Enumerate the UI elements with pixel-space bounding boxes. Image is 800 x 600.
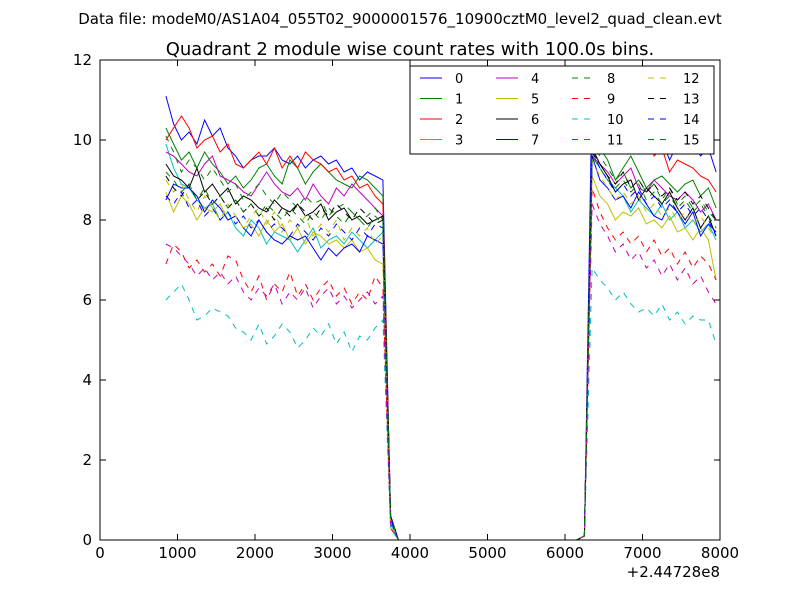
legend-label-15: 15 [683, 134, 700, 149]
x-offset-label: +2.44728e8 [627, 563, 720, 581]
legend-label-12: 12 [683, 72, 700, 87]
x-tick-label: 4000 [391, 544, 429, 562]
legend-label-6: 6 [531, 113, 539, 128]
x-tick-label: 2000 [236, 544, 274, 562]
series-line-13 [165, 150, 717, 541]
series-line-5 [165, 175, 717, 541]
legend-label-7: 7 [531, 134, 539, 149]
series-line-11 [165, 203, 717, 541]
legend-label-2: 2 [455, 113, 463, 128]
x-tick-label: 8000 [701, 544, 739, 562]
chart-title: Quadrant 2 module wise count rates with … [166, 39, 655, 60]
legend-label-9: 9 [607, 93, 615, 108]
y-tick-label: 6 [82, 291, 92, 309]
series-line-14 [165, 151, 717, 541]
series-line-15 [165, 154, 717, 541]
x-tick-label: 0 [95, 544, 105, 562]
y-tick-label: 10 [73, 131, 92, 149]
y-tick-label: 2 [82, 451, 92, 469]
legend-label-14: 14 [683, 113, 700, 128]
series-line-9 [165, 187, 717, 541]
y-tick-label: 8 [82, 211, 92, 229]
series-line-10 [165, 266, 717, 541]
legend-label-5: 5 [531, 93, 539, 108]
x-tick-label: 6000 [546, 544, 584, 562]
legend-label-11: 11 [607, 134, 624, 149]
legend-label-13: 13 [683, 93, 700, 108]
legend-label-10: 10 [607, 113, 624, 128]
x-tick-label: 1000 [158, 544, 196, 562]
legend-label-0: 0 [455, 72, 463, 87]
y-tick-label: 12 [73, 51, 92, 69]
y-tick-label: 4 [82, 371, 92, 389]
y-tick-label: 0 [82, 531, 92, 549]
x-tick-label: 3000 [313, 544, 351, 562]
series-line-8 [165, 135, 717, 541]
axis-layer: 0 1000 2000 3000 4000 5000 6000 7000 80000246810… [73, 51, 739, 562]
series-line-12 [165, 159, 717, 541]
series-line-4 [165, 151, 717, 541]
legend-label-3: 3 [455, 134, 463, 149]
legend-label-8: 8 [607, 72, 615, 87]
legend-label-4: 4 [531, 72, 539, 87]
x-tick-label: 7000 [623, 544, 661, 562]
legend-label-1: 1 [455, 93, 463, 108]
series-line-2 [165, 115, 717, 541]
x-tick-label: 5000 [468, 544, 506, 562]
data-file-label: Data file: modeM0/AS1A04_055T02_90000015… [78, 10, 722, 29]
